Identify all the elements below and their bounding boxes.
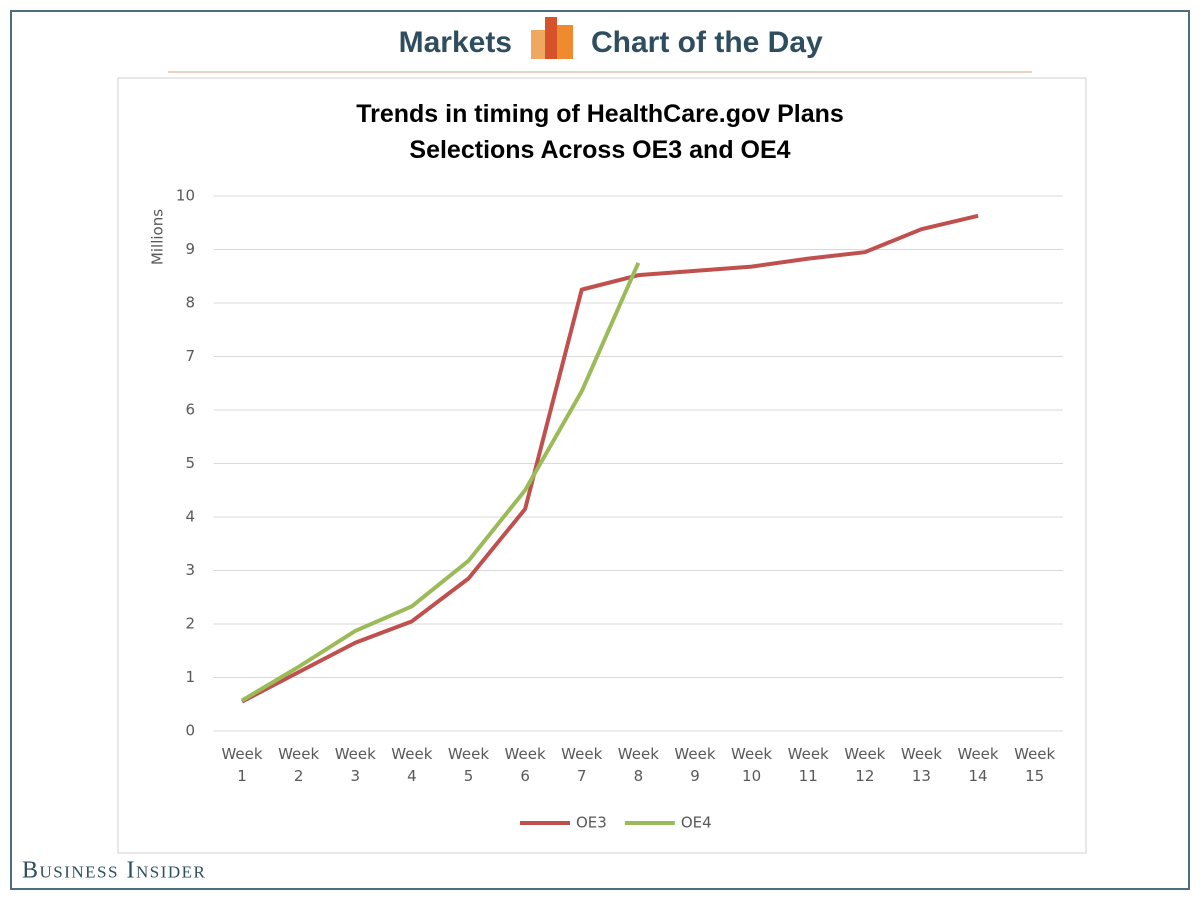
x-tick-label: Week 15: [1014, 745, 1056, 785]
x-tick-box: Week 6: [504, 745, 546, 785]
title-box: Trends in timing of HealthCare.gov Plans…: [356, 100, 844, 164]
x-tick-label: Week 11: [787, 745, 829, 785]
x-tick-box: Week 1: [221, 745, 263, 785]
x-tick-label: Week 2: [278, 745, 320, 785]
y-tick-label: 1: [185, 668, 195, 686]
x-tick-label: Week 5: [447, 745, 490, 785]
chart-title: Trends in timing of HealthCare.gov Plans…: [356, 100, 844, 164]
x-tick-box: Week 3: [334, 745, 376, 785]
x-tick-box: Week 12: [844, 745, 886, 785]
x-tick-box: Week 9: [674, 745, 716, 785]
frame: [10, 10, 1190, 890]
y-tick-label: 2: [185, 615, 195, 633]
y-tick-label: 7: [185, 347, 195, 365]
y-tick-label: 5: [185, 454, 195, 472]
x-tick-box: Week 11: [787, 745, 829, 785]
x-tick-box: Week 5: [447, 745, 490, 785]
y-tick-label: 9: [185, 240, 195, 258]
x-tick-label: Week 6: [504, 745, 546, 785]
x-tick-box: Week 15: [1014, 745, 1056, 785]
x-tick-label: Week 14: [957, 745, 999, 785]
logo: [531, 17, 573, 59]
x-tick-label: Week 9: [674, 745, 716, 785]
header-left: Markets: [399, 26, 512, 59]
x-tick-label: Week 10: [731, 745, 773, 785]
y-tick-label: 8: [185, 294, 195, 312]
x-tick-label: Week 7: [561, 745, 603, 785]
y-tick-label: 6: [185, 401, 195, 419]
chart-box: [117, 77, 1087, 854]
x-tick-label: Week 3: [334, 745, 376, 785]
legend-label: OE4: [681, 814, 712, 832]
x-tick-label: Week 13: [900, 745, 942, 785]
x-tick-box: Week 13: [900, 745, 942, 785]
x-tick-box: Week 10: [731, 745, 773, 785]
legend-label: OE3: [576, 814, 607, 832]
series-line: [241, 213, 979, 704]
y-tick-label: 0: [185, 722, 195, 740]
y-tick-label: 10: [176, 187, 195, 205]
x-tick-label: Week 8: [617, 745, 659, 785]
y-tick-label: 4: [185, 508, 195, 526]
series-line: [240, 262, 641, 703]
x-tick-label: Week 1: [221, 745, 263, 785]
footer-brand: Business Insider: [22, 858, 206, 884]
header-right: Chart of the Day: [591, 26, 823, 59]
y-axis-label: Millions: [149, 209, 167, 265]
x-tick-box: Week 7: [561, 745, 603, 785]
x-tick-label: Week 12: [844, 745, 886, 785]
y-tick-label: 3: [185, 561, 195, 579]
x-tick-box: Week 2: [278, 745, 320, 785]
x-tick-label: Week 4: [391, 745, 433, 785]
x-tick-box: Week 8: [617, 745, 659, 785]
x-tick-box: Week 4: [391, 745, 433, 785]
x-tick-box: Week 14: [957, 745, 999, 785]
